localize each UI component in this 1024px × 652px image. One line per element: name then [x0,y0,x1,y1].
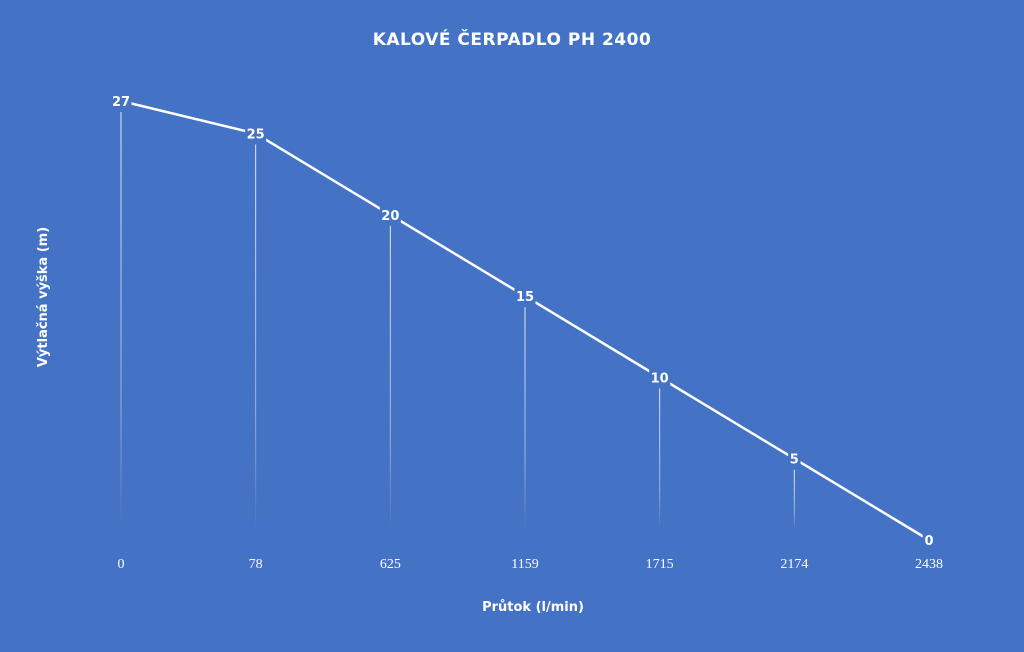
data-label-background [245,124,267,143]
data-label: 27 [112,95,130,110]
y-axis-title: Výtlačná výška (m) [36,227,51,367]
x-tick-label: 2438 [915,557,943,572]
data-label-background [379,205,401,224]
x-tick-label: 2174 [780,557,808,572]
drop-lines-group [120,112,795,530]
data-label: 20 [381,209,399,224]
drop-line [120,112,122,530]
data-label: 15 [516,290,534,305]
data-label: 25 [247,128,265,143]
data-label-background [514,287,536,306]
x-tick-label: 1715 [646,557,674,572]
data-label-background [110,92,132,110]
drop-line [255,144,257,530]
data-label-background [649,368,671,387]
drop-line [659,388,661,530]
x-tick-label: 78 [249,557,263,572]
x-axis-title: Průtok (l/min) [482,600,584,615]
data-label: 10 [651,371,669,386]
x-tick-label: 625 [380,557,401,572]
x-tick-label: 1159 [511,557,538,572]
x-tick-labels-group: 0 78 625 1159 1715 2174 2438 [118,557,944,572]
data-label-background [788,449,801,468]
data-label-background [922,531,936,549]
x-tick-label: 0 [118,557,125,572]
chart-title: KALOVÉ ČERPADLO PH 2400 [372,30,652,50]
drop-line [524,307,526,530]
data-label: 5 [790,453,799,468]
drop-line [793,469,795,530]
data-labels-group: 27 25 20 15 10 5 0 [110,92,936,549]
drop-line [389,225,391,530]
data-label: 0 [924,534,933,549]
